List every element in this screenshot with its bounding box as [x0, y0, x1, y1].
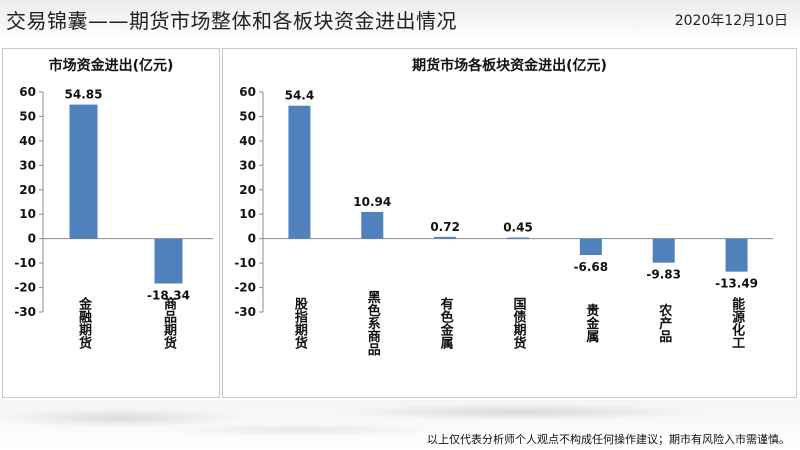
y-tick-label: 20 [19, 183, 36, 197]
category-label: 商品期货 [161, 296, 177, 350]
sector-flow-chart-title: 期货市场各板块资金进出(亿元) [412, 58, 607, 74]
footer-band [0, 400, 800, 450]
category-label: 农产品 [656, 303, 673, 344]
sector-flow-chart: 60 50 40 30 20 10 0 -10 -20 -30 54.4 股指期货 10.94 黑色系商品… [234, 85, 773, 357]
bar [288, 105, 311, 239]
y-tick-label: 30 [19, 158, 36, 172]
bar [69, 104, 98, 239]
category-label: 有色金属 [438, 296, 455, 350]
category-label: 股指期货 [292, 297, 308, 350]
page-title: 交易锦囊——期货市场整体和各板块资金进出情况 [6, 9, 457, 33]
category-label: 国债期货 [511, 297, 527, 350]
y-tick-label: 20 [239, 183, 256, 197]
y-tick-label: 10 [19, 207, 36, 221]
y-tick-label: -30 [234, 305, 256, 319]
data-label: -6.68 [574, 260, 609, 274]
bar [434, 236, 457, 239]
data-label: -18.34 [147, 288, 190, 302]
sector-flow-chart-panel: 期货市场各板块资金进出(亿元) 60 50 40 30 20 10 0 -10 -20 -30 54… [222, 48, 797, 398]
category-label: 能源化工 [729, 296, 745, 349]
y-tick-label: -20 [14, 281, 36, 295]
y-tick-label: -10 [234, 256, 256, 270]
data-label: -9.83 [646, 268, 681, 282]
y-tick-label: 40 [19, 134, 36, 148]
y-tick-label: -30 [14, 305, 36, 319]
data-label: -13.49 [715, 277, 758, 291]
y-tick-label: 60 [239, 85, 256, 99]
y-tick-label: 50 [239, 109, 256, 123]
bar [652, 238, 675, 263]
category-label: 黑色系商品 [365, 291, 381, 357]
market-flow-chart-panel: 市场资金进出(亿元) 60 50 40 30 20 10 0 -10 -20 -30 54.85 金融… [2, 48, 220, 398]
data-label: 0.72 [430, 220, 460, 234]
y-tick-label: -20 [234, 281, 256, 295]
bar [507, 237, 529, 240]
header-band: 交易锦囊——期货市场整体和各板块资金进出情况 2020年12月10日 [0, 0, 800, 38]
y-tick-label: 0 [248, 232, 256, 246]
y-tick-label: 50 [19, 109, 36, 123]
y-tick-label: -10 [14, 256, 36, 270]
y-tick-label: 0 [28, 232, 36, 246]
bar [154, 238, 183, 284]
data-label: 54.85 [65, 88, 103, 102]
data-label: 0.45 [503, 221, 533, 235]
market-flow-chart-title: 市场资金进出(亿元) [48, 58, 174, 74]
y-tick-label: 40 [239, 134, 256, 148]
data-label: 10.94 [353, 195, 391, 209]
bar [725, 238, 748, 272]
bar [579, 238, 602, 255]
market-flow-chart: 60 50 40 30 20 10 0 -10 -20 -30 54.85 金融期货 -18.34商品期… [14, 85, 213, 350]
y-tick-label: 30 [239, 158, 256, 172]
category-label: 金融期货 [76, 296, 93, 350]
y-tick-label: 60 [19, 85, 36, 99]
y-tick-label: 10 [239, 207, 256, 221]
category-label: 贵金属 [583, 303, 600, 344]
report-date: 2020年12月10日 [674, 13, 788, 29]
bar [361, 211, 384, 239]
disclaimer-text: 以上仅代表分析师个人观点不构成任何操作建议；期市有风险入市需谨慎。 [427, 433, 790, 446]
data-label: 54.4 [285, 89, 315, 103]
